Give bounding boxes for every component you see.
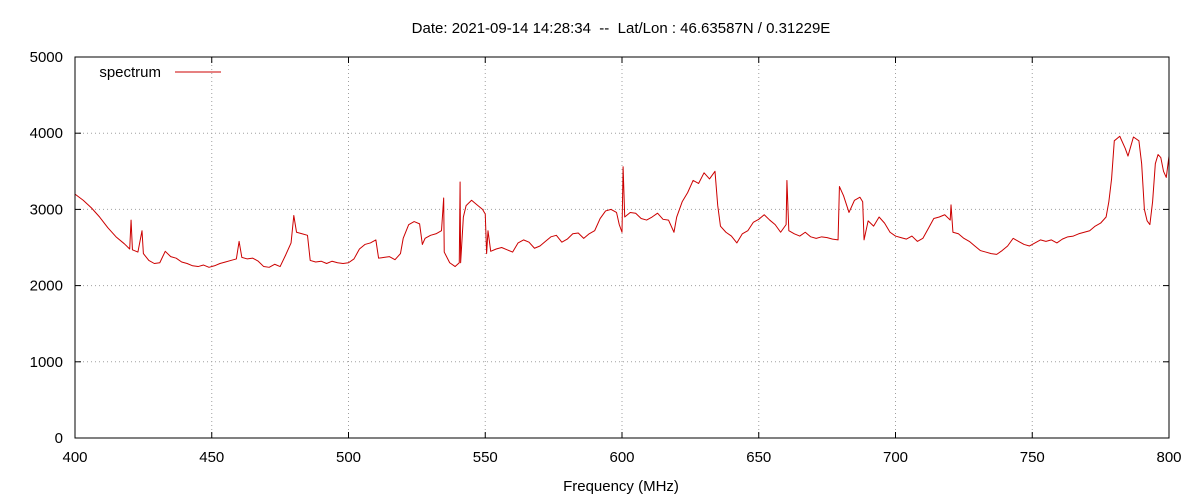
y-tick-label: 3000	[30, 201, 63, 218]
y-tick-label: 1000	[30, 354, 63, 371]
y-tick-label: 4000	[30, 125, 63, 142]
x-axis-label: Frequency (MHz)	[563, 478, 679, 495]
x-tick-label: 600	[609, 449, 634, 466]
y-tick-label: 5000	[30, 49, 63, 66]
x-tick-label: 700	[883, 449, 908, 466]
plot-frame	[74, 56, 1170, 439]
x-tick-label: 800	[1156, 449, 1181, 466]
grid-lines	[75, 57, 1169, 438]
series-layer	[74, 135, 1170, 268]
x-tick-label: 650	[746, 449, 771, 466]
axis-ticks: 400 450 500 550 600 650 700 750 800 0 1000 2000 3000…	[30, 49, 1182, 466]
x-tick-label: 450	[199, 449, 224, 466]
chart-title: Date: 2021-09-14 14:28:34 -- Lat/Lon : 4…	[412, 20, 831, 37]
x-tick-label: 500	[336, 449, 361, 466]
series-line-spectrum	[74, 135, 1170, 268]
legend: spectrum	[99, 64, 221, 81]
legend-label-spectrum: spectrum	[99, 64, 161, 81]
y-tick-label: 0	[55, 430, 63, 447]
y-tick-label: 2000	[30, 278, 63, 295]
x-tick-label: 400	[62, 449, 87, 466]
x-tick-label: 750	[1020, 449, 1045, 466]
x-tick-label: 550	[473, 449, 498, 466]
